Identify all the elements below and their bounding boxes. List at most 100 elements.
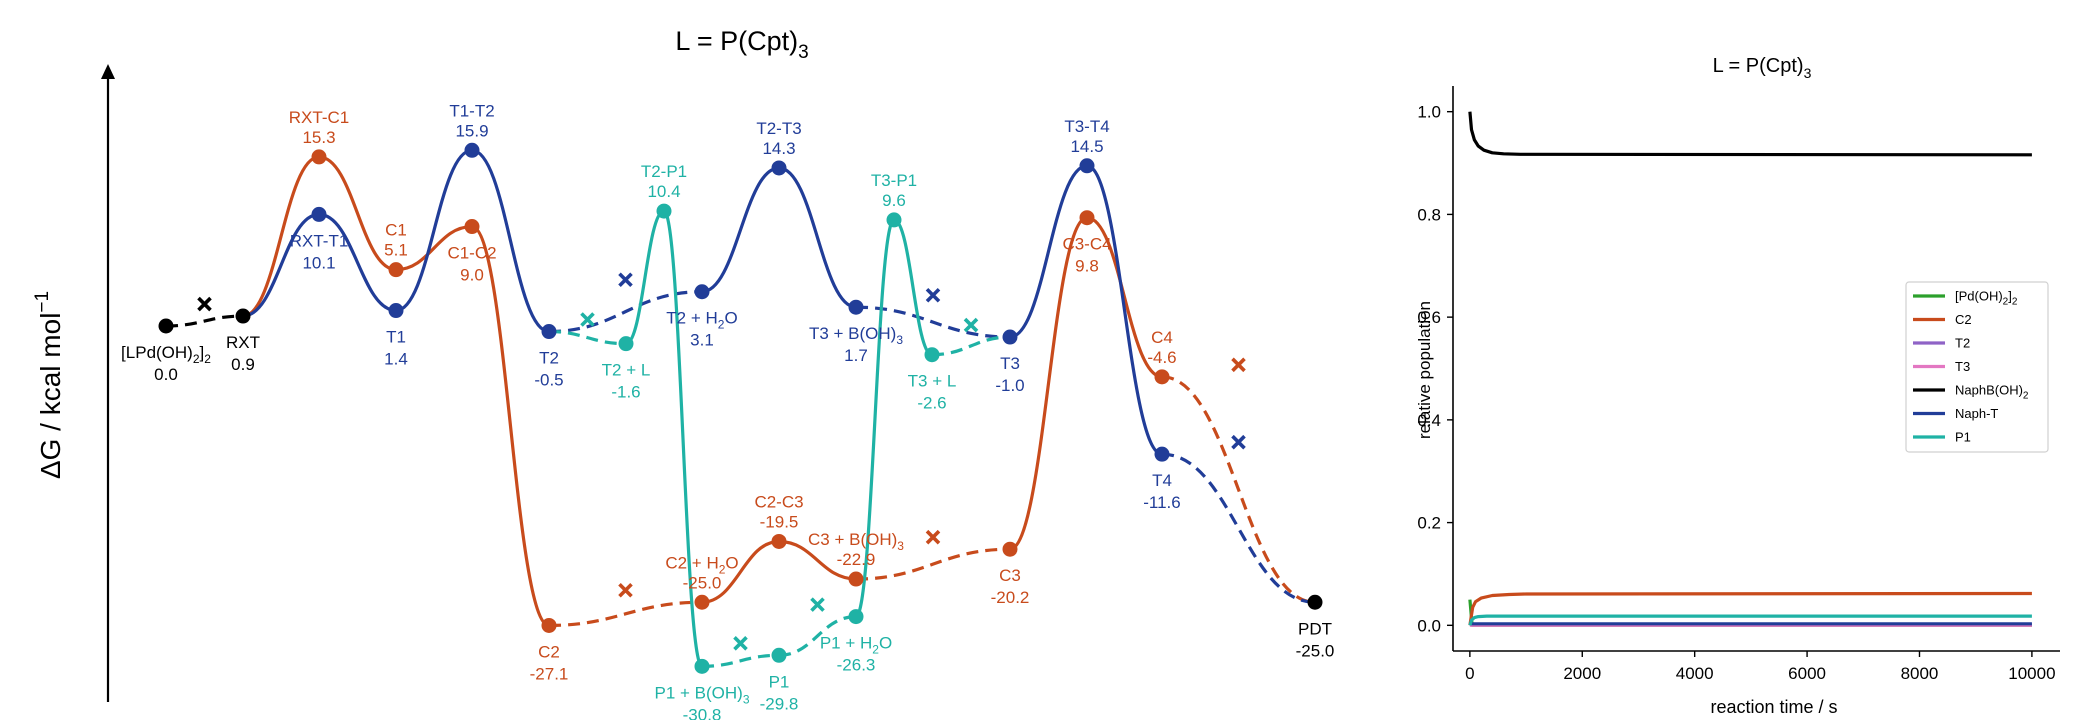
- dashed-step-marker: [618, 582, 633, 598]
- connection-c3-c4-to-c4: [1086, 216, 1163, 379]
- connection-t3-t4-to-t4: [1086, 164, 1163, 456]
- state-value-t2-h2o: 3.1: [690, 331, 714, 350]
- state-point-t2-l: [618, 336, 634, 352]
- y-tick-label: 0.6: [1417, 308, 1441, 327]
- connection-c3-b-to-c3: [855, 547, 1011, 581]
- state-label-c1-c2: C1-C2: [447, 244, 496, 263]
- y-tick-label: 0.2: [1417, 514, 1441, 533]
- state-label-c2-c3: C2-C3: [754, 492, 803, 511]
- state-point-t3-t4: [1079, 158, 1095, 174]
- state-point-t1: [388, 303, 404, 319]
- state-label-t2: T2: [539, 349, 559, 368]
- connection-t3-b-to-t3: [855, 305, 1011, 339]
- state-value-t3-t4: 14.5: [1070, 137, 1103, 156]
- energy-profile-title: L = P(Cpt)3: [675, 26, 808, 63]
- energy-profile-connections: [165, 148, 1316, 668]
- state-value-t2-p1: 10.4: [647, 182, 680, 201]
- connection-c2-h2o-to-c2-c3: [701, 539, 780, 604]
- connection-rxt-t1-to-t1: [318, 212, 397, 313]
- state-point-rxt: [235, 308, 251, 324]
- state-value-p1-h2o: -26.3: [837, 656, 876, 675]
- dashed-step-marker: [925, 287, 941, 303]
- legend-frame: [1905, 281, 2049, 453]
- legend-label: Naph-T: [1955, 406, 1998, 421]
- state-value-c2-c3: -19.5: [760, 512, 799, 531]
- state-label-t1-t2: T1-T2: [449, 101, 494, 120]
- state-label-t3-l: T3 + L: [908, 372, 957, 391]
- series-line-c2: [1468, 591, 2032, 626]
- state-label-t3-p1: T3-P1: [871, 171, 917, 190]
- connection-c1-c2-to-c2: [471, 224, 550, 628]
- y-tick-label: 0.0: [1417, 616, 1441, 635]
- energy-profile-panel: L = P(Cpt)3 ΔG / kcal mol−1 [LPd(OH)2]20…: [32, 26, 1334, 720]
- state-label-p1: P1: [769, 672, 790, 691]
- dashed-step-marker: [733, 636, 748, 651]
- population-chart-title: L = P(Cpt)3: [1713, 55, 1812, 81]
- state-value-c4: -4.6: [1147, 348, 1176, 367]
- dashed-step-marker: [963, 317, 979, 333]
- x-tick-label: 0: [1465, 664, 1474, 683]
- connection-rxt-to-rxt-t1: [242, 212, 320, 318]
- state-value-c3: -20.2: [991, 588, 1030, 607]
- connection-t1-to-t1-t2: [395, 148, 473, 313]
- state-value-c1: 5.1: [384, 241, 408, 260]
- dashed-step-marker: [197, 296, 212, 312]
- state-value-c2-h2o: -25.0: [683, 573, 722, 592]
- connection-t1-t2-to-t2: [471, 148, 550, 334]
- state-label-c1: C1: [385, 221, 407, 240]
- dashed-step-marker: [618, 272, 633, 288]
- state-label-c2-h2o: C2 + H2O: [665, 553, 738, 576]
- connection-rxt-c1-to-c1: [318, 155, 397, 272]
- state-value-rxt-t1: 10.1: [302, 253, 335, 272]
- state-label-p1-h2o: P1 + H2O: [820, 634, 892, 657]
- connection-p1-h2o-to-t3-p1: [854, 218, 896, 619]
- y-tick-label: 1.0: [1417, 103, 1441, 122]
- connection-t2-l-to-t2-p1: [625, 209, 665, 346]
- state-value-c3-c4: 9.8: [1075, 257, 1099, 276]
- state-label-c4: C4: [1151, 328, 1173, 347]
- connection-c2-to-c2-h2o: [548, 600, 703, 628]
- state-value-t2: -0.5: [534, 371, 563, 390]
- state-label-lpd: [LPd(OH)2]2: [121, 343, 211, 366]
- dashed-step-marker: [1231, 434, 1246, 450]
- connection-t2-p1-to-p1-b: [662, 209, 704, 668]
- connection-t3-l-to-t3: [931, 335, 1011, 357]
- state-point-rxt-c1: [311, 149, 327, 165]
- state-point-p1-b: [694, 658, 710, 674]
- population-y-axis-label: relative population: [1415, 301, 1434, 439]
- state-value-rxt-c1: 15.3: [302, 128, 335, 147]
- x-tick-label: 6000: [1788, 664, 1826, 683]
- legend-label: C2: [1955, 312, 1972, 327]
- state-label-p1-b: P1 + B(OH)3: [654, 683, 749, 706]
- state-label-c3-c4: C3-C4: [1062, 235, 1111, 254]
- state-value-t3-b: 1.7: [844, 346, 868, 365]
- state-label-t3-t4: T3-T4: [1064, 117, 1109, 136]
- state-point-lpd: [158, 318, 174, 334]
- state-point-t2-h2o: [694, 284, 710, 300]
- connection-c2-c3-to-c3-b: [778, 539, 857, 581]
- x-tick-label: 8000: [1901, 664, 1939, 683]
- state-point-c2: [541, 617, 557, 633]
- connection-p1-to-p1-h2o: [778, 615, 857, 657]
- connection-t3-to-t3-t4: [1009, 164, 1088, 339]
- dashed-step-marker: [810, 597, 825, 612]
- state-label-t3: T3: [1000, 354, 1020, 373]
- state-point-c4: [1154, 369, 1170, 385]
- state-label-t2-h2o: T2 + H2O: [666, 309, 737, 332]
- state-point-t3-p1: [886, 212, 902, 228]
- state-value-lpd: 0.0: [154, 365, 178, 384]
- legend-label: T2: [1955, 336, 1970, 351]
- state-label-c3: C3: [999, 566, 1021, 585]
- population-series: [1468, 111, 2032, 627]
- state-label-t1: T1: [386, 328, 406, 347]
- state-point-p1-h2o: [848, 609, 864, 625]
- series-line-naphb-oh-2: [1468, 111, 2032, 157]
- legend-label: NaphB(OH)2: [1955, 383, 2029, 402]
- x-tick-label: 2000: [1563, 664, 1601, 683]
- state-value-t4: -11.6: [1143, 493, 1181, 512]
- state-label-t3-b: T3 + B(OH)3: [809, 324, 903, 347]
- state-point-t3-l: [924, 347, 940, 363]
- y-tick-label: 0.8: [1417, 205, 1441, 224]
